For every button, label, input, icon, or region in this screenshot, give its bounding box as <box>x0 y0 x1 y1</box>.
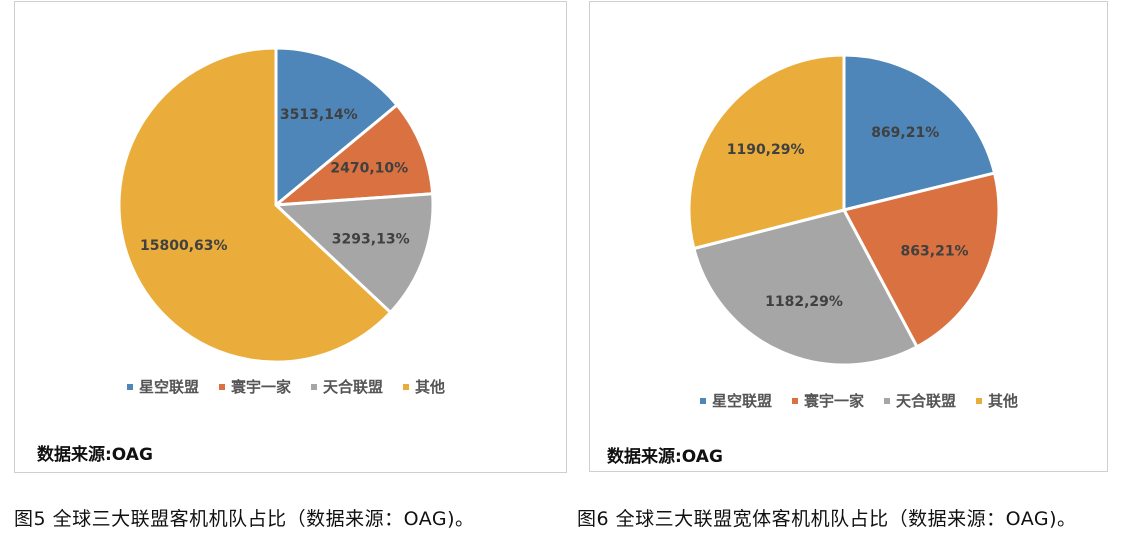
legend-swatch <box>976 397 983 404</box>
legend-item-star-alliance: 星空联盟 <box>700 390 772 411</box>
legend-item-oneworld: 寰宇一家 <box>219 376 291 397</box>
legend-swatch <box>219 383 226 390</box>
slice-data-label: 15800,63% <box>140 238 228 254</box>
legend-label: 其他 <box>988 392 1019 410</box>
pie-slice-1 <box>842 53 997 212</box>
slice-data-label: 869,21% <box>871 125 939 141</box>
slice-data-label: 2470,10% <box>330 161 408 177</box>
legend-label: 星空联盟 <box>712 392 773 410</box>
legend-label: 寰宇一家 <box>804 392 865 410</box>
slice-data-label: 1190,29% <box>727 142 805 158</box>
legend-item-skyteam: 天合联盟 <box>311 376 383 397</box>
legend-swatch <box>884 397 891 404</box>
legend-item-skyteam: 天合联盟 <box>884 390 956 411</box>
pie-chart-1: 3513,14% 2470,10% 3293,13% 15800,63% <box>117 46 435 364</box>
data-source-note-1: 数据来源:OAG <box>37 445 153 465</box>
pie-slice-1 <box>274 46 400 209</box>
slice-data-label: 3293,13% <box>332 232 410 248</box>
legend-item-other: 其他 <box>403 376 445 397</box>
figure-caption-2: 图6 全球三大联盟宽体客机机队占比（数据来源：OAG)。 <box>577 508 1077 530</box>
pie-slice-4 <box>687 53 846 251</box>
legend-swatch <box>127 383 133 390</box>
pie-slice-3 <box>692 208 919 367</box>
slice-data-label: 863,21% <box>901 243 969 259</box>
pie-slice-3 <box>272 192 435 315</box>
legend-swatch <box>792 397 799 404</box>
legend-label: 星空联盟 <box>139 378 200 396</box>
legend-item-star-alliance: 星空联盟 <box>127 376 199 397</box>
legend-label: 天合联盟 <box>896 392 957 410</box>
data-source-note-2: 数据来源:OAG <box>607 447 723 467</box>
legend-1: 星空联盟 寰宇一家 天合联盟 其他 <box>127 376 445 397</box>
pie-slice-2 <box>271 102 435 207</box>
legend-2: 星空联盟 寰宇一家 天合联盟 其他 <box>700 390 1018 411</box>
legend-swatch <box>403 383 410 390</box>
legend-label: 其他 <box>415 378 446 396</box>
legend-item-oneworld: 寰宇一家 <box>792 390 864 411</box>
pie-slice-4 <box>117 46 393 364</box>
pie-slice-2 <box>841 171 1001 349</box>
chart-panel-1: 3513,14% 2470,10% 3293,13% 15800,63% 星空联盟 寰… <box>14 1 567 473</box>
figure-caption-1: 图5 全球三大联盟客机机队占比（数据来源：OAG)。 <box>14 508 475 530</box>
slice-data-label: 3513,14% <box>280 107 358 123</box>
legend-label: 天合联盟 <box>323 378 384 396</box>
slice-data-label: 1182,29% <box>765 294 843 310</box>
legend-label: 寰宇一家 <box>231 378 292 396</box>
pie-chart-2: 869,21% 863,21% 1182,29% 1190,29% <box>687 53 1001 367</box>
legend-swatch <box>700 397 706 404</box>
chart-panel-2: 869,21% 863,21% 1182,29% 1190,29% 星空联盟 寰宇一家… <box>589 1 1108 472</box>
legend-swatch <box>311 383 318 390</box>
legend-item-other: 其他 <box>976 390 1018 411</box>
